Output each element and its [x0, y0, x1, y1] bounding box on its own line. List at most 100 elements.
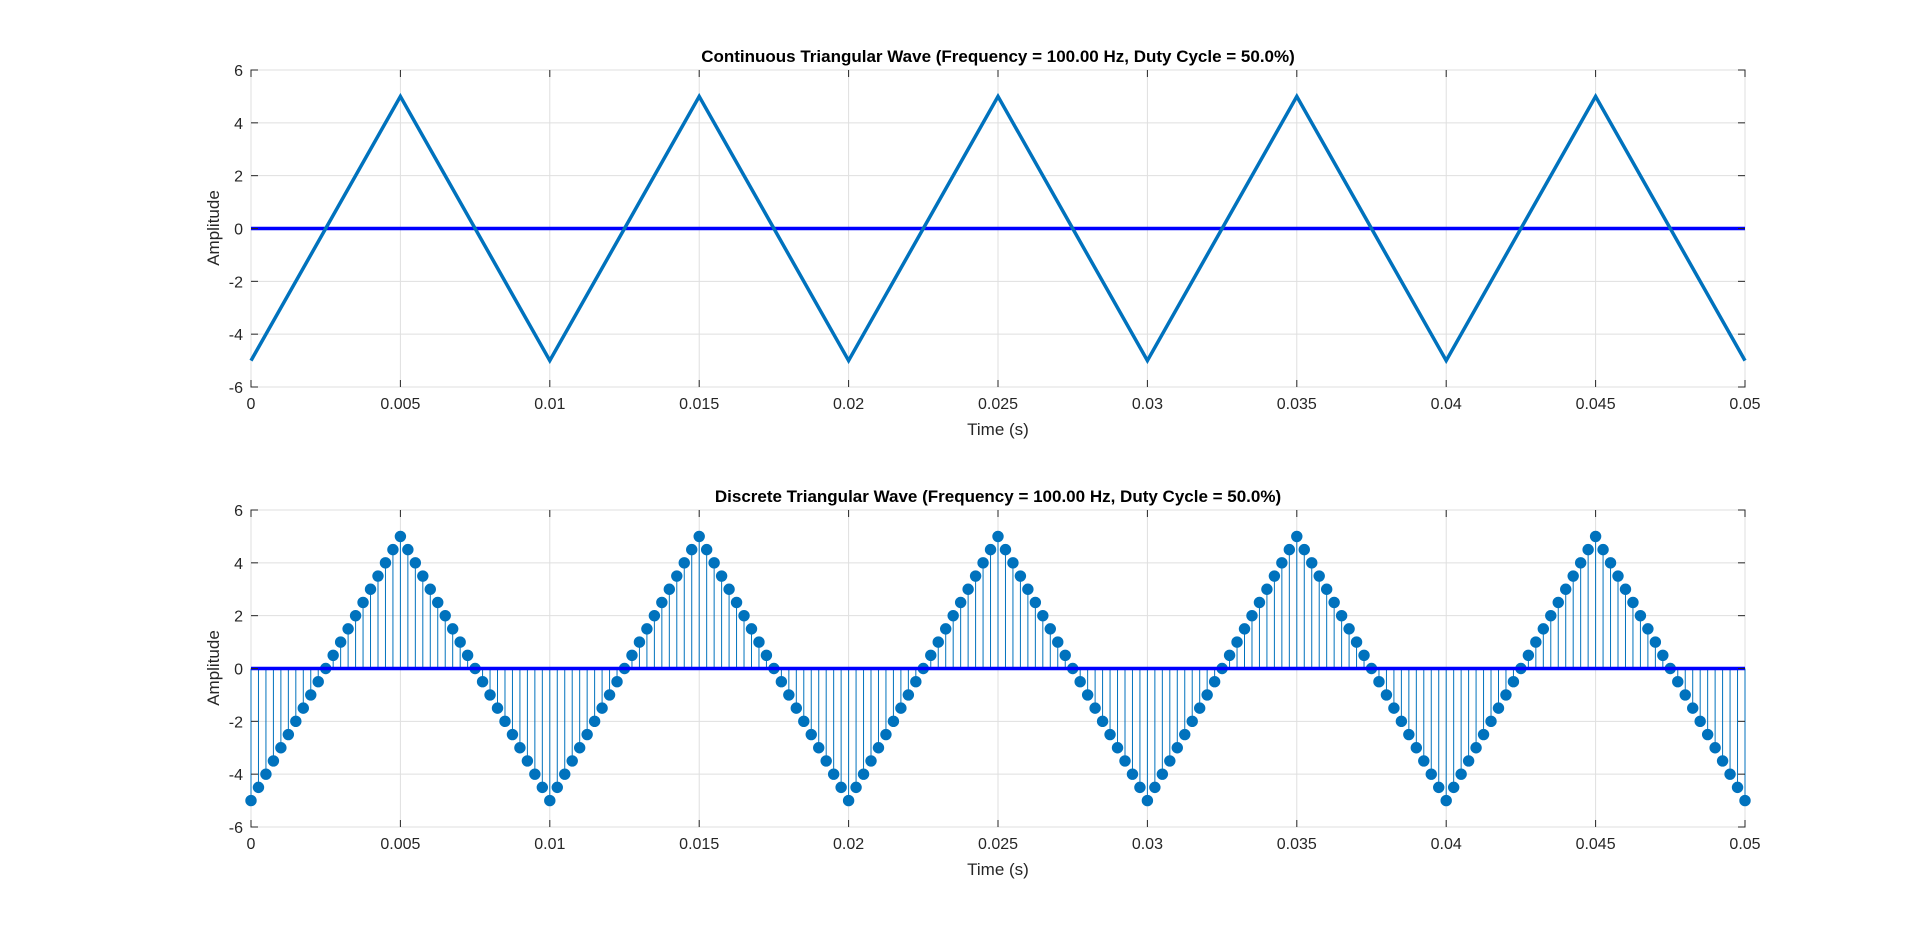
- stem-marker: [387, 543, 399, 556]
- stem-marker: [1059, 649, 1071, 661]
- stem-marker: [282, 728, 295, 741]
- stem-marker: [805, 728, 817, 741]
- stem-marker: [1343, 623, 1355, 635]
- stem-marker: [1104, 728, 1116, 741]
- stem-marker: [678, 557, 690, 569]
- stem-marker: [992, 530, 1004, 543]
- stem-marker: [1477, 728, 1490, 741]
- stem-marker: [327, 649, 339, 661]
- stem-marker: [372, 570, 384, 582]
- stem-marker: [1388, 702, 1400, 714]
- stem-marker: [1537, 623, 1550, 635]
- stem-marker: [1395, 715, 1408, 728]
- stem-marker: [432, 596, 444, 609]
- stem-marker: [245, 794, 257, 807]
- stem-marker: [1545, 609, 1557, 622]
- stem-marker: [1612, 570, 1624, 582]
- x-tick-label: 0.01: [534, 836, 565, 853]
- stem-marker: [1492, 702, 1505, 714]
- stem-marker: [783, 689, 795, 701]
- stem-marker: [551, 781, 563, 794]
- stem-marker: [1447, 781, 1460, 794]
- stem-marker: [529, 768, 541, 780]
- stem-marker: [588, 715, 601, 728]
- stem-marker: [476, 676, 489, 688]
- stem-marker: [536, 781, 549, 794]
- y-tick-label: 6: [234, 63, 243, 80]
- stem-marker: [1694, 715, 1706, 728]
- stem-marker: [1044, 623, 1056, 635]
- stem-marker: [648, 609, 661, 622]
- y-tick-label: -4: [229, 327, 243, 344]
- stem-marker: [1410, 742, 1423, 754]
- stem-marker: [461, 649, 474, 661]
- y-tick-label: 4: [234, 556, 243, 573]
- stem-marker: [1089, 702, 1101, 714]
- stem-marker: [1253, 596, 1266, 609]
- stem-marker: [1276, 557, 1288, 569]
- stem-marker: [521, 755, 534, 767]
- stem-marker: [947, 609, 959, 622]
- y-tick-label: -2: [229, 274, 243, 291]
- stem-marker: [1014, 570, 1027, 582]
- stem-marker: [940, 623, 952, 635]
- y-axis-label: Amplitude: [204, 190, 223, 266]
- stem-marker: [1313, 570, 1325, 582]
- stem-marker: [1186, 715, 1198, 728]
- chart-title: Continuous Triangular Wave (Frequency = …: [701, 47, 1295, 66]
- stem-marker: [357, 596, 369, 609]
- stem-marker: [611, 676, 623, 688]
- y-tick-label: 0: [234, 662, 243, 679]
- stem-marker: [984, 543, 997, 556]
- stem-marker: [514, 742, 526, 754]
- stem-marker: [1470, 742, 1482, 754]
- x-tick-label: 0.005: [380, 396, 420, 413]
- stem-marker: [686, 543, 698, 556]
- stem-marker: [962, 583, 974, 595]
- stem-marker: [925, 649, 937, 661]
- stem-marker: [424, 583, 436, 595]
- stem-marker: [1037, 609, 1049, 622]
- stem-marker: [633, 636, 646, 648]
- x-tick-label: 0.005: [380, 836, 420, 853]
- stem-marker: [835, 781, 847, 794]
- stem-marker: [1246, 609, 1258, 622]
- stem-marker: [626, 649, 638, 661]
- stem-marker: [753, 636, 765, 648]
- stem-marker: [1231, 636, 1243, 648]
- stem-marker: [1261, 583, 1273, 595]
- x-tick-label: 0.03: [1132, 836, 1163, 853]
- x-tick-label: 0.045: [1576, 396, 1616, 413]
- stem-marker: [297, 702, 309, 714]
- stem-marker: [559, 768, 571, 780]
- stem-marker: [1604, 557, 1617, 569]
- stem-marker: [663, 583, 676, 595]
- stem-marker: [573, 742, 586, 754]
- stem-marker: [1530, 636, 1542, 648]
- stem-marker: [895, 702, 907, 714]
- stem-marker: [790, 702, 803, 714]
- stem-marker: [902, 689, 915, 701]
- stem-marker: [603, 689, 616, 701]
- stem-marker: [1649, 636, 1662, 648]
- stem-marker: [1589, 530, 1602, 543]
- x-tick-label: 0.02: [833, 396, 864, 413]
- stem-marker: [290, 715, 302, 728]
- stem-marker: [1507, 676, 1520, 688]
- stem-marker: [1739, 794, 1751, 807]
- x-tick-label: 0.04: [1431, 396, 1462, 413]
- stem-marker: [1007, 557, 1019, 569]
- stem-marker: [887, 715, 900, 728]
- stem-marker: [1238, 623, 1251, 635]
- continuous-wave-chart: 0 0.005 0.01 0.015 0.02 0.025 0.03 0.035 0.04 0.0…: [204, 47, 1761, 439]
- x-tick-label: 0.035: [1277, 396, 1317, 413]
- stem-marker: [260, 768, 272, 780]
- stem-marker: [334, 636, 347, 648]
- stem-marker: [1657, 649, 1669, 661]
- stem-marker: [1283, 543, 1296, 556]
- y-axis-label: Amplitude: [204, 630, 223, 706]
- stem-marker: [1074, 676, 1086, 688]
- stem-marker: [857, 768, 870, 780]
- x-tick-label: 0.015: [679, 396, 719, 413]
- stem-marker: [417, 570, 429, 582]
